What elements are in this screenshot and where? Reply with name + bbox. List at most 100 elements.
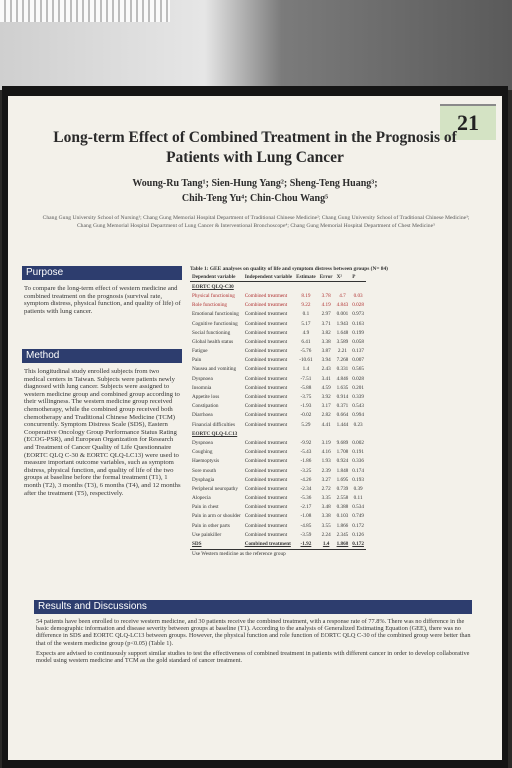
cell: Combined treatment <box>244 439 288 446</box>
cell: 0.11 <box>353 495 363 502</box>
cell: 3.94 <box>321 357 331 364</box>
section-label: EORTC QLQ-C30 <box>192 283 234 290</box>
cell: 0.058 <box>352 338 364 345</box>
cell: 9.689 <box>336 439 349 446</box>
cell: 0.199 <box>352 329 364 336</box>
cell: 3.78 <box>321 292 331 299</box>
cell: Financial difficulties <box>192 421 235 428</box>
cell: 1.943 <box>336 320 349 327</box>
author-line: Woung-Ru Tang¹; Sien-Hung Yang²; Sheng-T… <box>132 178 378 189</box>
table-caption: Table 1: GEE analyses on quality of life… <box>190 266 388 272</box>
table-row: Global health status Combined treatment 6.… <box>190 337 366 346</box>
table-row: Fatigue Combined treatment -5.76 3.87 2.21 0.… <box>190 347 366 356</box>
window-blind <box>0 0 170 22</box>
authors: Woung-Ru Tang¹; Sien-Hung Yang²; Sheng-T… <box>70 176 440 206</box>
column-header: Estimate <box>294 272 318 283</box>
table-row: Dysphagia Combined treatment -4.26 3.27 1.69… <box>190 475 366 484</box>
cell: 0.172 <box>352 541 364 548</box>
cell: 0.002 <box>352 439 364 446</box>
cell: 3.87 <box>321 348 331 355</box>
table-row: Pain Combined treatment -10.61 3.94 7.268 0.0… <box>190 356 366 365</box>
cell: 4.9 <box>302 329 310 336</box>
cell: Combined treatment <box>244 338 288 345</box>
cell: -1.08 <box>300 513 312 520</box>
cell: 7.268 <box>336 357 349 364</box>
cell: Social functioning <box>192 329 231 336</box>
cell: Fatigue <box>192 348 208 355</box>
table-row: Coughing Combined treatment -5.43 4.16 1.708… <box>190 448 366 457</box>
cell: Coughing <box>192 449 213 456</box>
cell: -0.02 <box>300 412 312 419</box>
cell: -5.43 <box>300 449 312 456</box>
cell: -5.88 <box>300 384 312 391</box>
poster-title: Long-term Effect of Combined Treatment i… <box>53 129 457 166</box>
cell: 0.388 <box>336 504 349 511</box>
table-row: Pain in chest Combined treatment -2.17 3.48… <box>190 503 366 512</box>
table-row: Emotional functioning Combined treatment 0… <box>190 310 366 319</box>
cell: 2.345 <box>336 531 349 538</box>
section-heading: Method <box>22 349 182 363</box>
cell: -4.85 <box>300 522 312 529</box>
cell: -9.92 <box>300 439 312 446</box>
cell: 0.924 <box>336 458 349 465</box>
cell: Pain <box>192 357 202 364</box>
cell: 2.97 <box>321 311 331 318</box>
cell: 1.635 <box>336 384 349 391</box>
cell: 0.103 <box>336 513 349 520</box>
cell: Combined treatment <box>244 541 291 548</box>
cell: 6.41 <box>301 338 311 345</box>
cell: 1.708 <box>336 449 349 456</box>
cell: Combined treatment <box>244 320 288 327</box>
section-heading: Results and Discussions <box>34 600 472 614</box>
cell: 2.82 <box>321 412 331 419</box>
cell: -7.51 <box>300 375 312 382</box>
cell: Alopecia <box>192 495 211 502</box>
cell: Insomnia <box>192 384 212 391</box>
cell: 8.19 <box>301 292 311 299</box>
table-row: Social functioning Combined treatment 4.9 3… <box>190 328 366 337</box>
cell: Combined treatment <box>244 329 288 336</box>
table-row: Sore mouth Combined treatment -3.25 2.39 1.8… <box>190 466 366 475</box>
cell: Appetite loss <box>192 394 220 401</box>
cell: Combined treatment <box>244 357 288 364</box>
cell: 0.174 <box>352 467 364 474</box>
cell: 3.35 <box>321 495 331 502</box>
method-text: This longitudinal study enrolled subject… <box>24 368 181 497</box>
table-row: Role functioning Combined treatment 9.22 4.… <box>190 301 366 310</box>
cell: 3.41 <box>321 375 331 382</box>
cell: 3.55 <box>321 522 331 529</box>
cell: -2.34 <box>300 485 312 492</box>
paragraph: Expects are advised to continuously supp… <box>36 649 470 665</box>
column-header: P <box>350 272 366 283</box>
table-row: Peripheral neuropathy Combined treatment -… <box>190 484 366 493</box>
affiliations: Chang Gung University School of Nursing¹… <box>42 215 470 229</box>
cell: Pain in arm or shoulder <box>192 513 241 520</box>
table-row: Pain in arm or shoulder Combined treatmen… <box>190 512 366 521</box>
cell: Combined treatment <box>244 403 288 410</box>
cell: 0.126 <box>352 531 364 538</box>
table-footnote: Use Western medicine as the reference gr… <box>190 548 366 559</box>
table-row: Cognitive functioning Combined treatment 5… <box>190 319 366 328</box>
cell: 2.21 <box>337 348 347 355</box>
column-header: Dependent variable <box>190 272 243 283</box>
cell: 1.868 <box>336 541 349 548</box>
table-row: Financial difficulties Combined treatment… <box>190 420 366 429</box>
cell: 0.739 <box>336 485 349 492</box>
cell: Haemoptysis <box>192 458 220 465</box>
cell: Use painkiller <box>192 531 222 538</box>
cell: Physical functioning <box>192 292 235 299</box>
column-header: Independent variable <box>242 272 295 283</box>
cell: 0.007 <box>352 357 364 364</box>
cell: 2.72 <box>321 485 331 492</box>
cell: 3.92 <box>321 394 331 401</box>
section-row: EORTC QLQ-LC13 <box>190 429 366 438</box>
poster <box>8 96 502 760</box>
cell: Dyspnoea <box>192 375 213 382</box>
cell: Pain in other parts <box>192 522 230 529</box>
table-row: Haemoptysis Combined treatment -1.86 1.93 0.… <box>190 457 366 466</box>
cell: -1.86 <box>300 458 312 465</box>
table-row: Alopecia Combined treatment -5.36 3.35 2.558… <box>190 494 366 503</box>
cell: 0.565 <box>352 366 364 373</box>
cell: 0.172 <box>352 522 364 529</box>
cell: Combined treatment <box>244 467 288 474</box>
